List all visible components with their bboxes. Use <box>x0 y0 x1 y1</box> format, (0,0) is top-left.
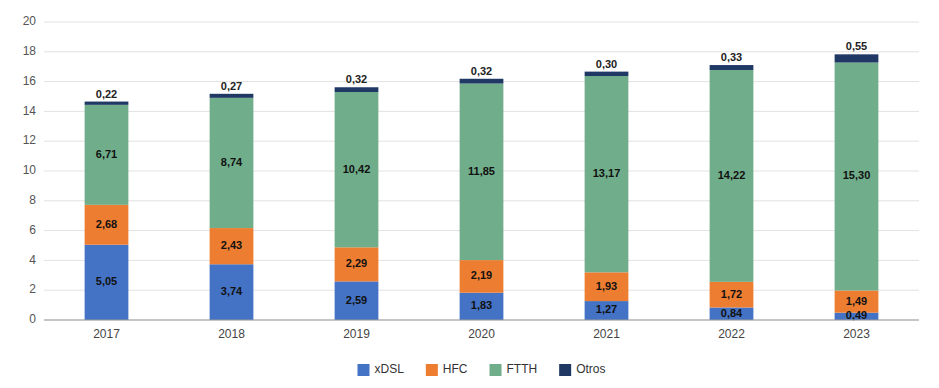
series <box>85 54 879 105</box>
y-tick-label: 6 <box>29 223 36 237</box>
data-label: 2,43 <box>221 239 242 251</box>
bar-segment <box>85 205 129 245</box>
y-tick-label: 18 <box>23 44 37 58</box>
legend: xDSL HFC FTTH Otros <box>357 362 605 376</box>
bar-segment <box>335 87 379 92</box>
grid-line <box>44 51 919 52</box>
chart-container: 0 2 4 6 8 10 12 14 16 18 20 5,05 3,74 2,59 1,83 1,27 0,8… <box>0 0 939 388</box>
data-label: 0,22 <box>96 88 117 100</box>
bars <box>85 54 879 320</box>
legend-label: Otros <box>576 362 605 376</box>
y-tick-label: 12 <box>23 133 37 147</box>
y-tick-label: 0 <box>29 312 36 326</box>
y-axis: 0 2 4 6 8 10 12 14 16 18 20 <box>23 14 37 326</box>
data-label: 14,22 <box>718 169 746 181</box>
y-tick-label: 20 <box>23 14 37 28</box>
legend-item: xDSL <box>357 362 404 376</box>
grid <box>44 22 919 320</box>
data-label: 0,49 <box>846 309 867 321</box>
x-tick-label: 2018 <box>218 327 245 341</box>
data-labels: 5,05 3,74 2,59 1,83 1,27 0,84 0,49 2,68 2,43 2,29… <box>96 40 870 321</box>
x-tick-label: 2020 <box>468 327 495 341</box>
bar-segment <box>335 247 379 281</box>
data-label: 0,33 <box>721 51 742 63</box>
bar-segment <box>210 228 254 264</box>
bar-segment <box>85 105 129 205</box>
bar-segment <box>85 102 129 105</box>
data-label: 1,27 <box>596 303 617 315</box>
data-label: 0,30 <box>596 58 617 70</box>
data-label: 6,71 <box>96 148 117 160</box>
data-label: 1,93 <box>596 280 617 292</box>
data-label: 1,83 <box>471 299 492 311</box>
data-label: 0,84 <box>721 307 743 319</box>
data-label: 2,68 <box>96 218 117 230</box>
data-label: 2,29 <box>346 257 367 269</box>
bar-segment <box>85 245 129 320</box>
y-tick-label: 8 <box>29 193 36 207</box>
bar-segment <box>585 272 629 301</box>
legend-swatch <box>490 364 502 376</box>
bar-segment <box>835 63 879 291</box>
legend-swatch <box>426 364 438 376</box>
legend-label: HFC <box>443 362 468 376</box>
data-label: 15,30 <box>843 169 871 181</box>
legend-label: xDSL <box>374 362 404 376</box>
bar-segment <box>585 72 629 76</box>
bar-segment <box>210 94 254 98</box>
series <box>85 63 879 291</box>
y-tick-label: 4 <box>29 253 36 267</box>
bar-segment <box>460 260 504 293</box>
data-label: 0,32 <box>471 65 492 77</box>
data-label: 1,49 <box>846 295 867 307</box>
data-label: 11,85 <box>468 165 495 177</box>
bar-segment <box>710 307 754 320</box>
data-label: 2,59 <box>346 294 367 306</box>
bar-segment <box>460 84 504 261</box>
grid-line <box>44 22 919 23</box>
bar-segment <box>710 70 754 282</box>
bar-segment <box>335 281 379 320</box>
x-axis-line <box>44 320 919 321</box>
legend-swatch <box>357 364 369 376</box>
data-label: 13,17 <box>593 167 621 179</box>
bar-segment <box>710 282 754 308</box>
x-tick-label: 2021 <box>593 327 620 341</box>
grid-line <box>44 320 919 321</box>
y-tick-label: 2 <box>29 282 36 296</box>
legend-label: FTTH <box>507 362 538 376</box>
legend-swatch <box>559 364 571 376</box>
data-label: 10,42 <box>343 163 371 175</box>
data-label: 0,27 <box>221 80 242 92</box>
data-label: 1,72 <box>721 288 742 300</box>
legend-item: FTTH <box>490 362 538 376</box>
bar-segment <box>460 293 504 320</box>
bar-segment <box>585 301 629 320</box>
data-label: 0,55 <box>846 40 867 52</box>
y-tick-label: 10 <box>23 163 37 177</box>
x-tick-label: 2017 <box>93 327 120 341</box>
bar-segment <box>835 54 879 62</box>
data-label: 0,32 <box>346 73 367 85</box>
bar-segment <box>210 264 254 320</box>
data-label: 8,74 <box>221 156 243 168</box>
bar-segment <box>210 98 254 228</box>
chart: 0 2 4 6 8 10 12 14 16 18 20 5,05 3,74 2,59 1,83 1,27 0,8… <box>0 0 939 388</box>
bar-segment <box>460 79 504 84</box>
bar-segment <box>585 76 629 272</box>
x-axis: 2017 2018 2019 2020 2021 2022 2023 <box>44 320 919 341</box>
legend-item: HFC <box>426 362 468 376</box>
data-label: 5,05 <box>96 275 117 287</box>
bar-segment <box>710 65 754 70</box>
bar-segment <box>335 92 379 247</box>
x-tick-label: 2022 <box>718 327 745 341</box>
data-label: 3,74 <box>221 285 243 297</box>
y-tick-label: 14 <box>23 104 37 118</box>
x-tick-label: 2019 <box>343 327 370 341</box>
data-label: 2,19 <box>471 269 492 281</box>
x-tick-label: 2023 <box>843 327 870 341</box>
y-tick-label: 16 <box>23 74 37 88</box>
legend-item: Otros <box>559 362 605 376</box>
